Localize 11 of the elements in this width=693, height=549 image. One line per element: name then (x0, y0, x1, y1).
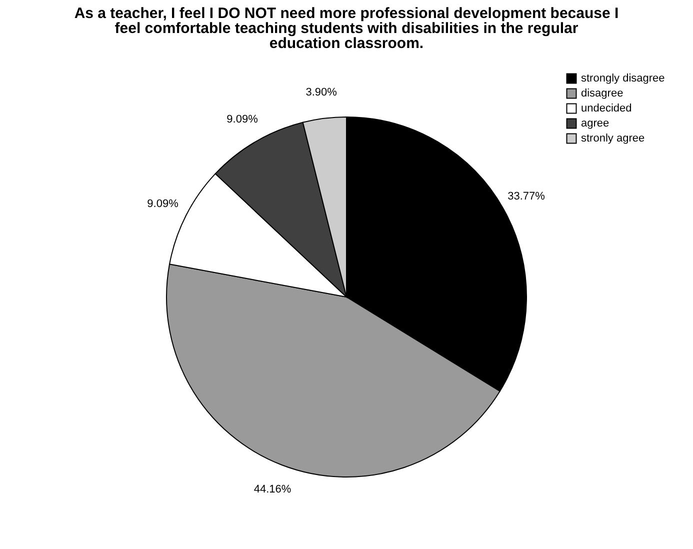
data-label: 33.77% (508, 190, 546, 202)
legend-label: strongly disagree (581, 72, 665, 84)
data-label: 3.90% (306, 86, 338, 99)
data-label: 9.09% (147, 198, 179, 210)
data-label: 44.16% (254, 483, 292, 496)
data-label: 9.09% (226, 113, 258, 126)
legend-label: stronly agree (581, 132, 645, 144)
legend-label: disagree (581, 88, 624, 100)
chart-title: As a teacher, I feel I DO NOT need more professional development because I feel comfortable teaching students with disabilities in the regular education classroom. (74, 5, 619, 52)
legend-label: undecided (581, 102, 632, 114)
legend-label: agree (581, 118, 610, 130)
